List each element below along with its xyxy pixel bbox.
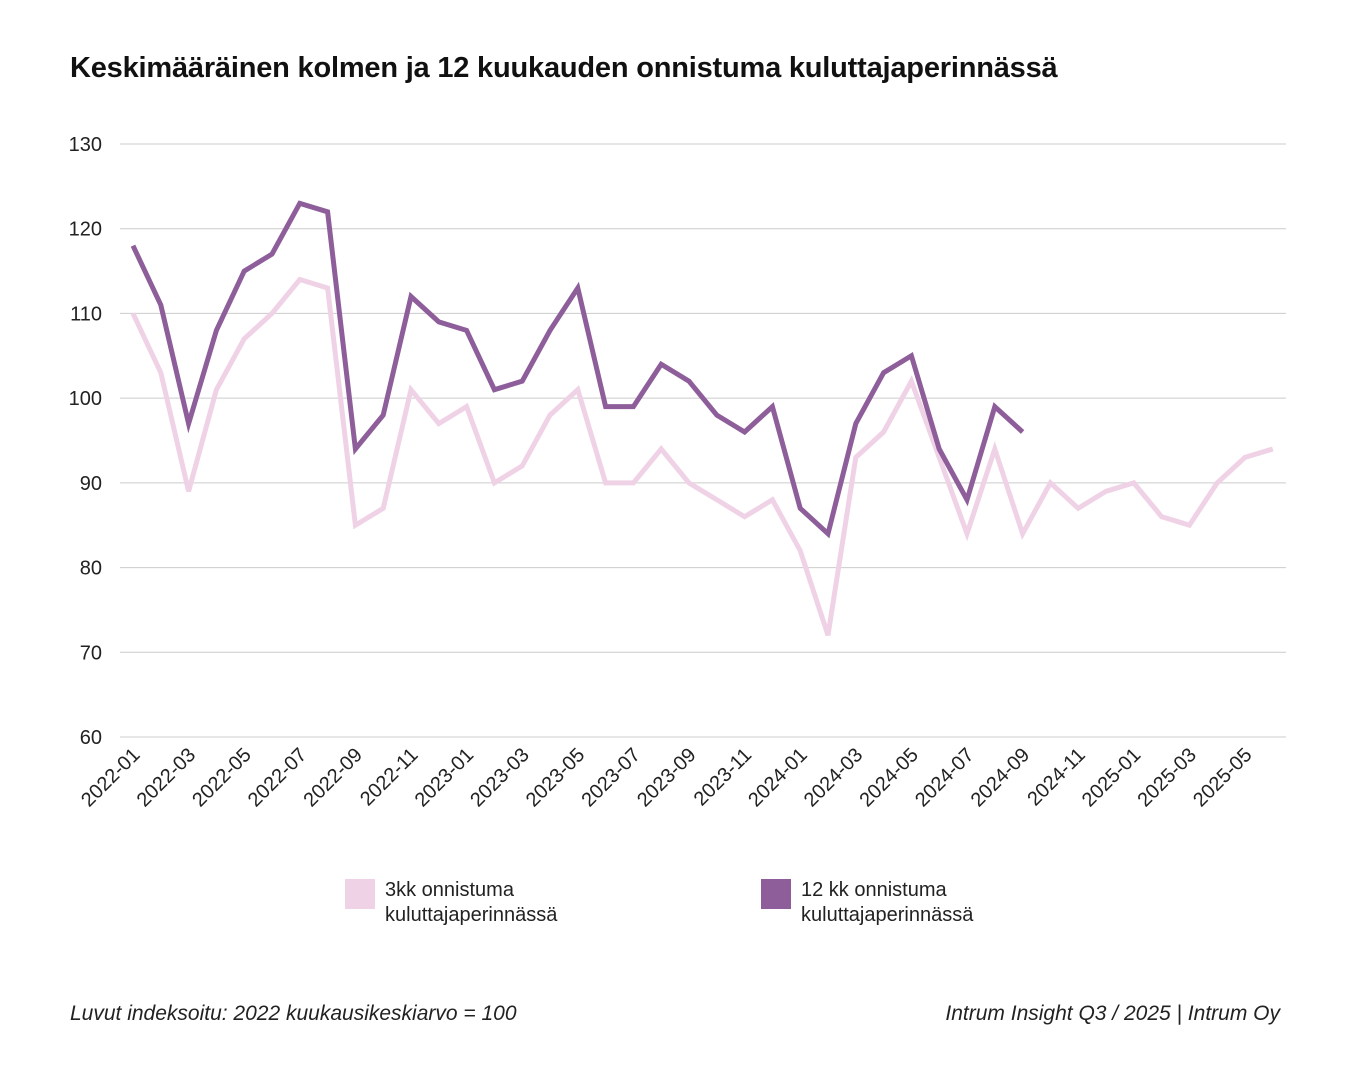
- x-tick-label-2022-01: 2022-01: [77, 744, 144, 811]
- y-tick-label-100: 100: [69, 388, 102, 410]
- legend-item-12kk: 12 kk onnistuma kuluttajaperinnässä: [761, 878, 1061, 928]
- legend-label-3kk: 3kk onnistuma kuluttajaperinnässä: [385, 878, 645, 928]
- y-axis-ticks: 60 70 80 90 100 110 120 130: [69, 134, 102, 749]
- x-tick-label-2023-11: 2023-11: [690, 744, 756, 810]
- x-tick-label-2023-07: 2023-07: [577, 744, 644, 811]
- legend-label-3kk-line1: 3kk onnistuma: [385, 879, 514, 901]
- x-tick-label-2025-03: 2025-03: [1133, 744, 1200, 811]
- legend-label-12kk-line2: kuluttajaperinnässä: [801, 904, 974, 926]
- x-tick-label-2023-09: 2023-09: [633, 744, 700, 811]
- x-tick-label-2022-09: 2022-09: [299, 744, 366, 811]
- grid-lines: [120, 143, 1286, 738]
- x-tick-label-2024-03: 2024-03: [800, 744, 867, 811]
- legend-label-12kk-line1: 12 kk onnistuma: [801, 879, 947, 901]
- x-tick-label-2024-05: 2024-05: [855, 744, 922, 811]
- x-tick-label-2024-11: 2024-11: [1023, 744, 1089, 810]
- x-axis-ticks: 2022-012022-032022-052022-072022-092022-…: [77, 744, 1256, 811]
- chart-title: Keskimääräinen kolmen ja 12 kuukauden on…: [70, 52, 1058, 84]
- legend-label-12kk: 12 kk onnistuma kuluttajaperinnässä: [801, 878, 1061, 928]
- x-tick-label-2022-03: 2022-03: [133, 744, 200, 811]
- y-tick-label-60: 60: [80, 727, 102, 749]
- legend-item-3kk: 3kk onnistuma kuluttajaperinnässä: [345, 878, 645, 928]
- series-lines: [130, 200, 1274, 637]
- x-tick-label-2024-07: 2024-07: [911, 744, 978, 811]
- series-line-3kk: [130, 276, 1274, 637]
- y-tick-label-110: 110: [70, 303, 102, 325]
- x-tick-label-2023-05: 2023-05: [522, 744, 589, 811]
- x-tick-label-2022-05: 2022-05: [188, 744, 255, 811]
- x-tick-label-2022-07: 2022-07: [244, 744, 311, 811]
- series-line-12kk: [130, 200, 1025, 539]
- y-tick-label-130: 130: [69, 134, 102, 156]
- x-tick-label-2025-01: 2025-01: [1078, 744, 1145, 811]
- legend-swatch-12kk: [761, 879, 791, 909]
- x-tick-label-2025-05: 2025-05: [1189, 744, 1256, 811]
- x-tick-label-2023-03: 2023-03: [466, 744, 533, 811]
- y-tick-label-90: 90: [80, 473, 102, 495]
- footnote: Luvut indeksoitu: 2022 kuukausikeskiarvo…: [70, 1002, 517, 1025]
- y-tick-label-80: 80: [80, 558, 102, 580]
- x-tick-label-2022-11: 2022-11: [356, 744, 422, 810]
- source-credit: Intrum Insight Q3 / 2025 | Intrum Oy: [945, 1002, 1280, 1025]
- x-tick-label-2023-01: 2023-01: [411, 744, 478, 811]
- x-tick-label-2024-01: 2024-01: [744, 744, 811, 811]
- x-tick-label-2024-09: 2024-09: [967, 744, 1034, 811]
- legend-label-3kk-line2: kuluttajaperinnässä: [385, 904, 558, 926]
- y-tick-label-120: 120: [69, 219, 102, 241]
- y-tick-label-70: 70: [80, 642, 102, 664]
- legend-swatch-3kk: [345, 879, 375, 909]
